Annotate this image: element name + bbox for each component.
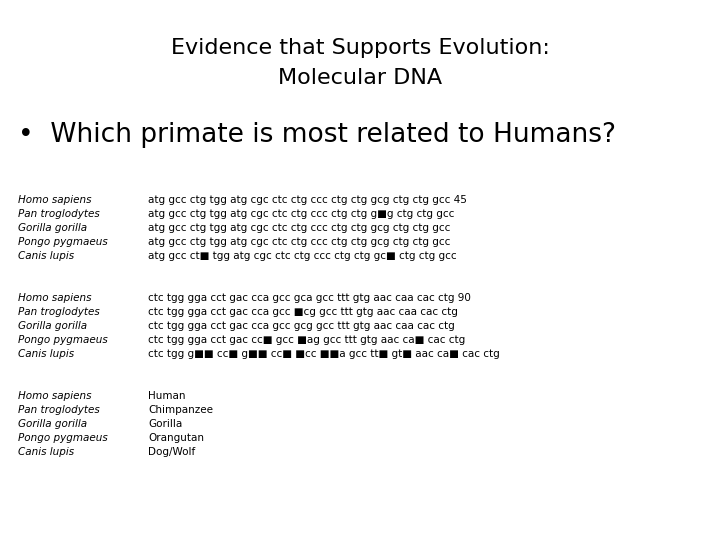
Text: Orangutan: Orangutan [148,433,204,443]
Text: Dog/Wolf: Dog/Wolf [148,447,195,457]
Text: •  Which primate is most related to Humans?: • Which primate is most related to Human… [18,122,616,148]
Text: Pan troglodytes: Pan troglodytes [18,209,100,219]
Text: Homo sapiens: Homo sapiens [18,195,91,205]
Text: ctc tgg gga cct gac cca gcc gcg gcc ttt gtg aac caa cac ctg: ctc tgg gga cct gac cca gcc gcg gcc ttt … [148,321,455,331]
Text: Canis lupis: Canis lupis [18,251,74,261]
Text: atg gcc ctg tgg atg cgc ctc ctg ccc ctg ctg gcg ctg ctg gcc: atg gcc ctg tgg atg cgc ctc ctg ccc ctg … [148,237,451,247]
Text: atg gcc ctg tgg atg cgc ctc ctg ccc ctg ctg gcg ctg ctg gcc 45: atg gcc ctg tgg atg cgc ctc ctg ccc ctg … [148,195,467,205]
Text: Pan troglodytes: Pan troglodytes [18,307,100,317]
Text: Canis lupis: Canis lupis [18,447,74,457]
Text: Pongo pygmaeus: Pongo pygmaeus [18,237,108,247]
Text: Canis lupis: Canis lupis [18,349,74,359]
Text: atg gcc ct■ tgg atg cgc ctc ctg ccc ctg ctg gc■ ctg ctg gcc: atg gcc ct■ tgg atg cgc ctc ctg ccc ctg … [148,251,456,261]
Text: Pongo pygmaeus: Pongo pygmaeus [18,433,108,443]
Text: Pan troglodytes: Pan troglodytes [18,405,100,415]
Text: Molecular DNA: Molecular DNA [278,68,442,88]
Text: Chimpanzee: Chimpanzee [148,405,213,415]
Text: ctc tgg gga cct gac cca gcc ■cg gcc ttt gtg aac caa cac ctg: ctc tgg gga cct gac cca gcc ■cg gcc ttt … [148,307,458,317]
Text: Homo sapiens: Homo sapiens [18,391,91,401]
Text: Gorilla gorilla: Gorilla gorilla [18,223,87,233]
Text: Human: Human [148,391,186,401]
Text: ctc tgg gga cct gac cca gcc gca gcc ttt gtg aac caa cac ctg 90: ctc tgg gga cct gac cca gcc gca gcc ttt … [148,293,471,303]
Text: atg gcc ctg tgg atg cgc ctc ctg ccc ctg ctg g■g ctg ctg gcc: atg gcc ctg tgg atg cgc ctc ctg ccc ctg … [148,209,454,219]
Text: ctc tgg gga cct gac cc■ gcc ■ag gcc ttt gtg aac ca■ cac ctg: ctc tgg gga cct gac cc■ gcc ■ag gcc ttt … [148,335,465,345]
Text: ctc tgg g■■ cc■ g■■ cc■ ■cc ■■a gcc tt■ gt■ aac ca■ cac ctg: ctc tgg g■■ cc■ g■■ cc■ ■cc ■■a gcc tt■ … [148,349,500,359]
Text: Pongo pygmaeus: Pongo pygmaeus [18,335,108,345]
Text: Gorilla: Gorilla [148,419,182,429]
Text: Gorilla gorilla: Gorilla gorilla [18,321,87,331]
Text: atg gcc ctg tgg atg cgc ctc ctg ccc ctg ctg gcg ctg ctg gcc: atg gcc ctg tgg atg cgc ctc ctg ccc ctg … [148,223,451,233]
Text: Gorilla gorilla: Gorilla gorilla [18,419,87,429]
Text: Evidence that Supports Evolution:: Evidence that Supports Evolution: [171,38,549,58]
Text: Homo sapiens: Homo sapiens [18,293,91,303]
